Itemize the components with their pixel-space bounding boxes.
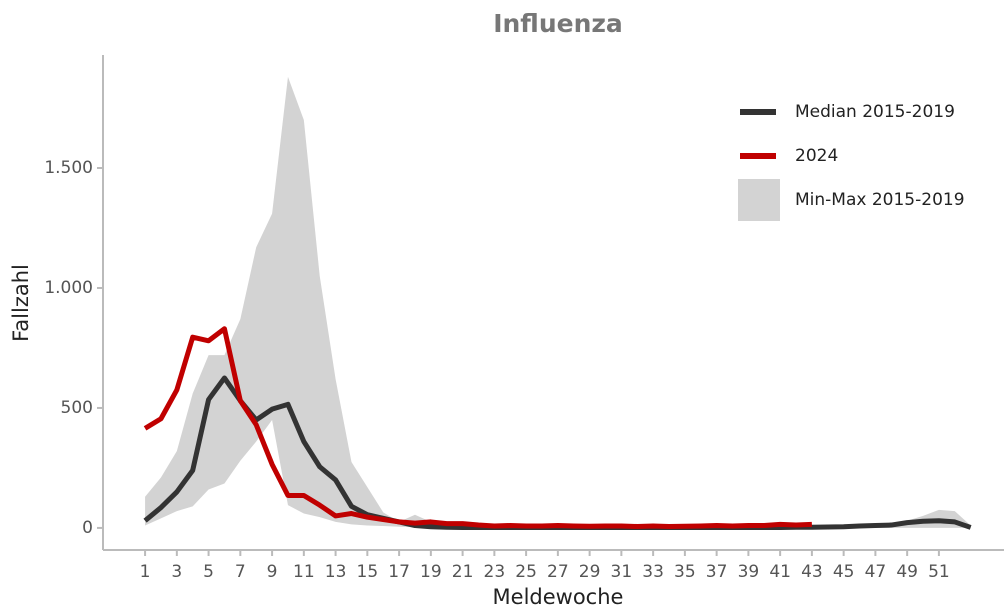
x-tick-label: 35 (674, 562, 696, 582)
x-tick-label: 23 (484, 562, 506, 582)
x-tick-label: 13 (325, 562, 347, 582)
x-tick-label: 7 (235, 562, 246, 582)
x-tick-label: 5 (203, 562, 214, 582)
legend-label: Min-Max 2015-2019 (795, 190, 965, 210)
x-tick-label: 27 (547, 562, 569, 582)
x-tick-label: 1 (140, 562, 151, 582)
x-tick-label: 15 (357, 562, 379, 582)
x-tick-label: 25 (515, 562, 537, 582)
legend-label: Median 2015-2019 (795, 102, 955, 122)
x-tick-label: 33 (642, 562, 664, 582)
x-tick-label: 43 (801, 562, 823, 582)
x-tick-label: 21 (452, 562, 474, 582)
chart-title: Influenza (493, 9, 623, 38)
x-axis-title: Meldewoche (493, 585, 624, 609)
y-tick-label: 1.500 (44, 158, 93, 178)
y-tick-label: 500 (61, 398, 93, 418)
series-line (143, 326, 813, 529)
y-tick-label: 1.000 (44, 278, 93, 298)
x-tick-label: 9 (267, 562, 278, 582)
x-tick-label: 11 (293, 562, 315, 582)
x-tick-label: 3 (171, 562, 182, 582)
x-tick-label: 41 (769, 562, 791, 582)
x-tick-label: 49 (896, 562, 918, 582)
x-tick-label: 39 (738, 562, 760, 582)
x-tick-label: 47 (865, 562, 887, 582)
x-tick-label: 19 (420, 562, 442, 582)
x-tick-label: 17 (388, 562, 410, 582)
x-tick-label: 45 (833, 562, 855, 582)
x-tick-label: 29 (579, 562, 601, 582)
legend-swatch (738, 179, 780, 221)
x-tick-label: 37 (706, 562, 728, 582)
legend-label: 2024 (795, 146, 838, 166)
y-tick-label: 0 (82, 518, 93, 538)
min-max-band (145, 76, 971, 528)
x-tick-label: 31 (611, 562, 633, 582)
x-tick-label: 51 (928, 562, 950, 582)
y-axis-title: Fallzahl (9, 264, 33, 342)
